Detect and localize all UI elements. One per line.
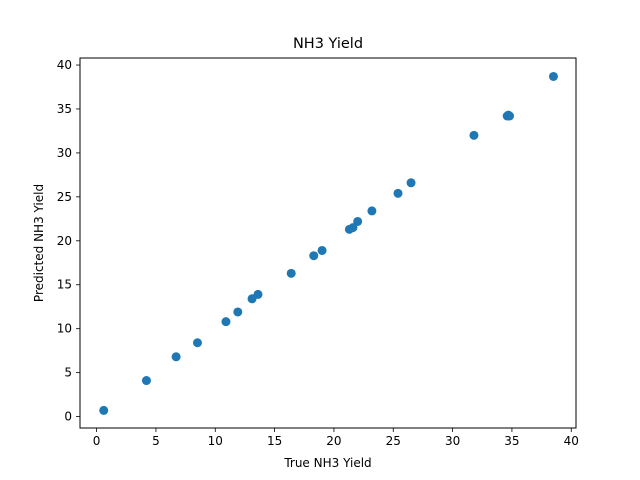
- y-tick-label: 25: [57, 190, 72, 204]
- data-point: [353, 216, 363, 226]
- x-tick-label: 30: [445, 434, 460, 448]
- plot-area-frame: [79, 57, 577, 429]
- data-point: [221, 317, 231, 327]
- x-tick-label: 20: [326, 434, 341, 448]
- y-tick-label: 30: [57, 146, 72, 160]
- chart-title: NH3 Yield: [293, 36, 363, 52]
- data-point: [99, 405, 109, 415]
- data-point: [393, 188, 403, 198]
- x-axis-label: True NH3 Yield: [283, 456, 371, 470]
- x-tick-label: 15: [267, 434, 282, 448]
- y-tick-label: 35: [57, 102, 72, 116]
- data-point: [348, 223, 358, 233]
- y-axis-label: Predicted NH3 Yield: [32, 184, 46, 302]
- y-tick-label: 0: [64, 410, 72, 424]
- x-tick-label: 0: [93, 434, 101, 448]
- data-point: [469, 130, 479, 140]
- y-axis-ticks: 0 5 10 15 20 25 30 35 40: [57, 58, 80, 424]
- data-point: [406, 178, 416, 188]
- data-point: [286, 268, 296, 278]
- data-point: [317, 245, 327, 255]
- data-point: [367, 206, 377, 216]
- data-point: [505, 111, 515, 121]
- x-tick-label: 40: [564, 434, 579, 448]
- y-tick-label: 10: [57, 322, 72, 336]
- x-tick-label: 25: [386, 434, 401, 448]
- x-tick-label: 5: [152, 434, 160, 448]
- y-tick-label: 40: [57, 58, 72, 72]
- data-point: [548, 71, 558, 81]
- x-tick-label: 10: [208, 434, 223, 448]
- data-point: [192, 338, 202, 348]
- y-tick-label: 20: [57, 234, 72, 248]
- x-tick-label: 35: [504, 434, 519, 448]
- data-point: [171, 352, 181, 362]
- data-points: [99, 71, 558, 415]
- data-point: [233, 307, 243, 317]
- data-point: [253, 289, 263, 299]
- y-tick-label: 5: [64, 366, 72, 380]
- x-axis-ticks: 0 5 10 15 20 25 30 35 40: [93, 428, 579, 448]
- data-point: [141, 376, 151, 386]
- y-tick-label: 15: [57, 278, 72, 292]
- data-point: [309, 251, 319, 261]
